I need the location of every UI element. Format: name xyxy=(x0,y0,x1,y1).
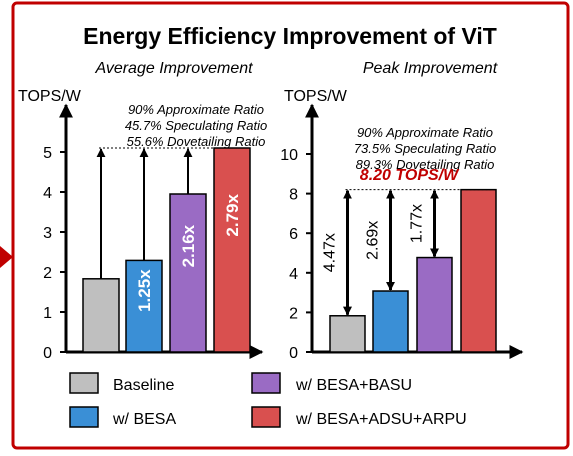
right-y-tick-label: 8 xyxy=(289,187,298,204)
left-note-speculating: 45.7% Speculating Ratio xyxy=(125,118,267,133)
left-bar-label: 2.16x xyxy=(179,224,198,267)
left-bar-label: 1.25x xyxy=(135,269,154,312)
right-bar-besa-basu xyxy=(416,256,453,353)
right-note-approximate: 90% Approximate Ratio xyxy=(357,125,493,140)
right-improvement-label: 2.69x xyxy=(365,221,382,260)
left-bar-label: 2.79x xyxy=(223,194,242,237)
figure-frame xyxy=(11,1,570,450)
right-bar-baseline xyxy=(329,315,366,353)
right-chart: 0 2 4 6 8 10 4.47x 2.69x 1.77x xyxy=(280,103,524,362)
right-y-tick-label: 6 xyxy=(289,226,298,243)
legend-label-besa-basu: w/ BESA+BASU xyxy=(295,377,412,394)
figure-title: Energy Efficiency Improvement of ViT xyxy=(83,23,497,49)
left-y-axis-label: TOPS/W xyxy=(18,88,82,105)
left-y-tick-label: 0 xyxy=(43,345,52,362)
left-bar-besa xyxy=(125,259,163,353)
legend: Baseline w/ BESA+BASU w/ BESA w/ BESA+AD… xyxy=(69,372,467,428)
left-y-tick-label: 4 xyxy=(43,185,52,202)
right-y-tick-label: 2 xyxy=(289,305,298,322)
legend-swatch-besa-basu xyxy=(251,372,281,394)
legend-swatch-baseline xyxy=(69,372,99,394)
left-note-dovetailing: 55.6% Dovetailing Ratio xyxy=(127,134,266,149)
right-y-tick-label: 0 xyxy=(289,345,298,362)
right-note-speculating: 73.5% Speculating Ratio xyxy=(354,141,496,156)
left-y-tick-label: 3 xyxy=(43,225,52,242)
legend-label-besa-adsu-arpu: w/ BESA+ADSU+ARPU xyxy=(295,411,467,428)
right-notes: 90% Approximate Ratio 73.5% Speculating … xyxy=(354,125,496,172)
peak-efficiency-label: 8.20 TOPS/W xyxy=(360,167,460,184)
right-y-tick-label: 4 xyxy=(289,266,298,283)
right-improvement-label: 4.47x xyxy=(322,233,339,272)
right-y-axis-label: TOPS/W xyxy=(284,88,348,105)
legend-swatch-besa-adsu-arpu xyxy=(251,406,281,428)
left-bar-besa-adsu-arpu xyxy=(213,147,251,353)
right-chart-subtitle: Peak Improvement xyxy=(363,60,498,77)
left-note-approximate: 90% Approximate Ratio xyxy=(128,102,264,117)
right-note-dovetailing: 89.3% Dovetailing Ratio xyxy=(356,157,495,172)
left-y-tick-label: 1 xyxy=(43,305,52,322)
legend-swatch-besa xyxy=(69,406,99,428)
left-bar-baseline xyxy=(82,278,120,353)
left-bar-besa-basu xyxy=(169,193,207,353)
left-chart: 0 1 2 3 4 5 1.25x 2.16x 2.79x xyxy=(43,103,264,362)
left-y-tick-label: 5 xyxy=(43,145,52,162)
legend-label-besa: w/ BESA xyxy=(112,411,176,428)
left-notes: 90% Approximate Ratio 45.7% Speculating … xyxy=(125,102,267,149)
right-bar-besa-adsu-arpu xyxy=(460,188,497,353)
right-bar-besa xyxy=(372,290,409,353)
pointer-arrowhead xyxy=(0,246,13,268)
right-y-tick-label: 10 xyxy=(280,147,298,164)
left-y-tick-label: 2 xyxy=(43,265,52,282)
legend-label-baseline: Baseline xyxy=(113,377,174,394)
right-improvement-label: 1.77x xyxy=(409,204,426,243)
left-chart-subtitle: Average Improvement xyxy=(94,60,253,77)
